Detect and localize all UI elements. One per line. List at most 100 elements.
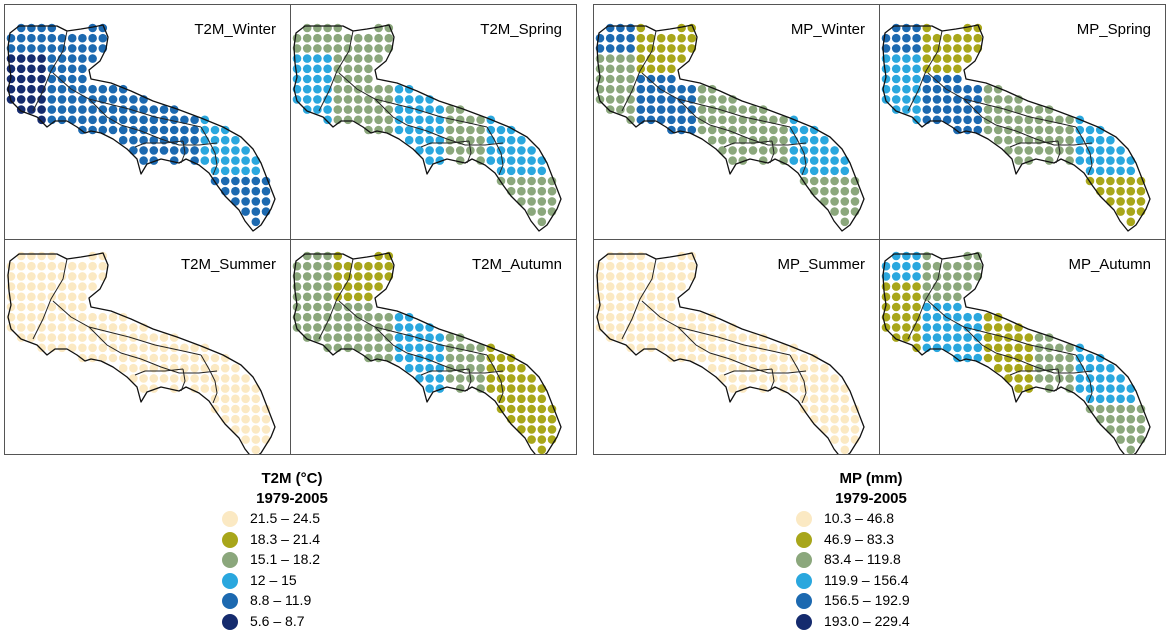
grid-point [636, 54, 646, 63]
grid-point [78, 323, 87, 332]
grid-point [108, 95, 118, 104]
grid-point [384, 261, 394, 271]
grid-point [922, 44, 932, 53]
grid-point [667, 115, 676, 125]
grid-point [983, 125, 993, 135]
grid-point [445, 353, 455, 363]
grid-point [364, 95, 373, 104]
grid-point [902, 74, 911, 84]
grid-point [313, 23, 322, 33]
grid-point [963, 343, 972, 353]
grid-point [455, 146, 465, 155]
grid-point [891, 23, 901, 33]
grid-point [891, 64, 901, 74]
grid-point [353, 282, 363, 291]
grid-point [404, 115, 414, 125]
grid-point [677, 272, 686, 281]
grid-point [656, 333, 666, 342]
grid-point [37, 115, 46, 125]
legend-label: 156.5 – 192.9 [824, 592, 910, 609]
grid-point [922, 261, 932, 271]
grid-point [323, 23, 332, 33]
grid-point [486, 363, 496, 373]
grid-point [932, 333, 942, 342]
grid-point [993, 353, 1003, 363]
grid-point [251, 166, 261, 176]
grid-point [323, 105, 332, 114]
grid-point [667, 84, 676, 94]
grid-point [57, 84, 67, 94]
grid-point [912, 33, 921, 43]
grid-point [302, 323, 312, 332]
grid-point [364, 323, 373, 332]
grid-point [932, 95, 942, 104]
grid-point [840, 404, 850, 414]
grid-point [78, 302, 87, 312]
grid-point [353, 74, 363, 84]
legend-label: 83.4 – 119.8 [824, 551, 901, 568]
grid-point [190, 343, 199, 353]
grid-point [88, 251, 97, 261]
grid-point [88, 353, 97, 363]
grid-point [364, 282, 373, 291]
grid-point [1116, 394, 1125, 404]
legend-label: 46.9 – 83.3 [824, 530, 895, 547]
grid-point [697, 95, 707, 104]
legend-item: 18.3 – 21.4 [222, 531, 362, 552]
grid-point [425, 105, 434, 114]
grid-point [241, 394, 250, 404]
grid-point [636, 251, 646, 261]
grid-point [384, 115, 394, 125]
grid-point [241, 146, 250, 155]
grid-point [820, 197, 829, 206]
grid-point [830, 207, 839, 216]
grid-point [394, 323, 404, 332]
grid-point [37, 84, 46, 94]
grid-point [922, 323, 932, 332]
grid-point [200, 353, 210, 363]
grid-point [728, 353, 737, 363]
grid-point [973, 353, 983, 363]
mp-summer-panel: MP_Summer [593, 239, 880, 455]
grid-point [159, 105, 169, 114]
grid-point [47, 74, 57, 84]
grid-point [983, 353, 993, 363]
grid-point [1014, 146, 1023, 155]
grid-point [789, 146, 799, 155]
grid-point [1065, 353, 1074, 363]
grid-point [667, 33, 676, 43]
grid-point [251, 425, 261, 434]
grid-point [1126, 414, 1136, 424]
grid-point [364, 54, 373, 63]
grid-point [241, 414, 250, 424]
grid-point [769, 343, 778, 353]
grid-point [313, 282, 322, 291]
grid-point [667, 302, 676, 312]
grid-point [922, 282, 932, 291]
grid-point [129, 323, 138, 332]
t2m-winter-map [6, 23, 276, 232]
grid-point [57, 44, 67, 53]
grid-point [973, 343, 983, 353]
province-border [963, 98, 1093, 146]
grid-point [78, 282, 87, 291]
grid-point [435, 125, 445, 135]
grid-point [231, 425, 240, 434]
grid-point [605, 74, 615, 84]
grid-point [180, 363, 189, 373]
grid-point [1126, 217, 1136, 227]
grid-point [922, 84, 932, 94]
grid-point [1044, 343, 1054, 353]
grid-point [718, 146, 727, 155]
grid-point [445, 333, 455, 342]
grid-point [932, 33, 942, 43]
grid-point [1116, 166, 1125, 176]
grid-point [942, 343, 952, 353]
grid-point [496, 384, 506, 393]
grid-point [159, 125, 169, 135]
grid-point [932, 312, 942, 322]
grid-point [415, 323, 424, 332]
grid-point [942, 292, 952, 302]
grid-point [435, 135, 445, 145]
grid-point [1014, 105, 1023, 114]
